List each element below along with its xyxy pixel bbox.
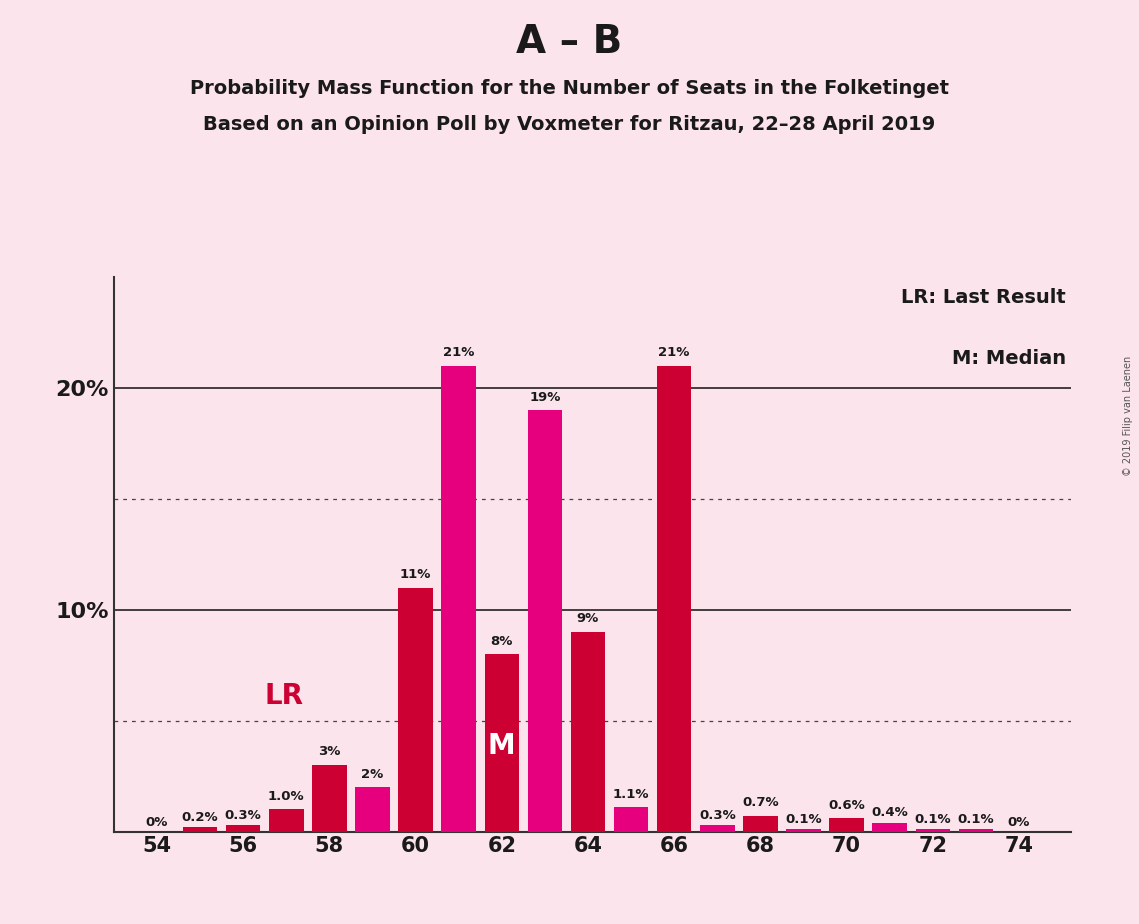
Text: 1.1%: 1.1% bbox=[613, 787, 649, 800]
Text: M: M bbox=[487, 733, 516, 760]
Bar bbox=[657, 366, 691, 832]
Bar bbox=[183, 827, 218, 832]
Text: 0.3%: 0.3% bbox=[699, 808, 736, 821]
Bar bbox=[571, 632, 605, 832]
Bar bbox=[269, 809, 303, 832]
Bar bbox=[700, 825, 735, 832]
Text: Based on an Opinion Poll by Voxmeter for Ritzau, 22–28 April 2019: Based on an Opinion Poll by Voxmeter for… bbox=[204, 116, 935, 135]
Text: 0.2%: 0.2% bbox=[182, 811, 219, 824]
Text: 21%: 21% bbox=[443, 346, 474, 359]
Bar bbox=[743, 816, 778, 832]
Text: 2%: 2% bbox=[361, 768, 384, 781]
Bar bbox=[226, 825, 261, 832]
Bar bbox=[442, 366, 476, 832]
Text: 9%: 9% bbox=[576, 613, 599, 626]
Bar bbox=[959, 830, 993, 832]
Bar bbox=[614, 808, 648, 832]
Text: 0.3%: 0.3% bbox=[224, 808, 262, 821]
Bar bbox=[527, 410, 563, 832]
Text: 8%: 8% bbox=[491, 635, 513, 648]
Text: 0.7%: 0.7% bbox=[741, 796, 779, 809]
Text: 0.1%: 0.1% bbox=[915, 813, 951, 826]
Bar bbox=[355, 787, 390, 832]
Bar bbox=[484, 654, 519, 832]
Text: M: Median: M: Median bbox=[952, 349, 1066, 369]
Text: 21%: 21% bbox=[658, 346, 690, 359]
Text: LR: Last Result: LR: Last Result bbox=[901, 288, 1066, 308]
Text: 0.6%: 0.6% bbox=[828, 798, 865, 811]
Bar bbox=[829, 819, 863, 832]
Bar bbox=[312, 765, 346, 832]
Text: 0.4%: 0.4% bbox=[871, 807, 908, 820]
Text: 0.1%: 0.1% bbox=[958, 813, 994, 826]
Text: 19%: 19% bbox=[530, 391, 560, 404]
Text: LR: LR bbox=[264, 682, 304, 710]
Text: © 2019 Filip van Laenen: © 2019 Filip van Laenen bbox=[1123, 356, 1133, 476]
Text: 3%: 3% bbox=[318, 746, 341, 759]
Text: 1.0%: 1.0% bbox=[268, 790, 304, 803]
Text: 0.1%: 0.1% bbox=[785, 813, 821, 826]
Text: Probability Mass Function for the Number of Seats in the Folketinget: Probability Mass Function for the Number… bbox=[190, 79, 949, 98]
Bar bbox=[786, 830, 821, 832]
Text: 0%: 0% bbox=[146, 817, 169, 830]
Text: A – B: A – B bbox=[516, 23, 623, 61]
Bar bbox=[916, 830, 950, 832]
Bar bbox=[399, 588, 433, 832]
Text: 11%: 11% bbox=[400, 568, 432, 581]
Text: 0%: 0% bbox=[1008, 817, 1030, 830]
Bar bbox=[872, 822, 907, 832]
